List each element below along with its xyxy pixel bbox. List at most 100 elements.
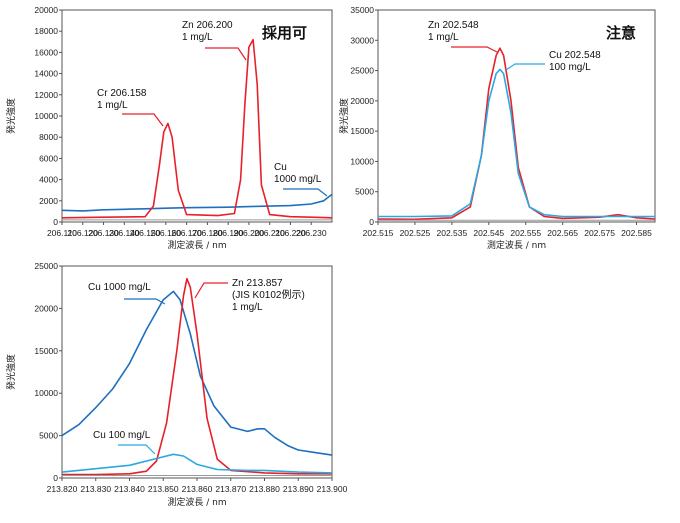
x-tick-label: 202.585 xyxy=(621,228,652,238)
x-tick-label: 213.890 xyxy=(283,484,314,494)
x-tick-label: 213.870 xyxy=(215,484,246,494)
x-tick-label: 206.230 xyxy=(296,228,327,238)
y-tick-label: 0 xyxy=(53,217,58,227)
annotation-text: 100 mg/L xyxy=(549,62,591,73)
y-tick-label: 6000 xyxy=(39,153,58,163)
series-line-0 xyxy=(61,290,333,456)
y-axis-label: 発光強度 xyxy=(5,98,17,134)
chart-zn-206: 0 2000 4000 6000 8000 10000 12000 14000 16000 180… xyxy=(0,0,340,262)
y-tick-label: 25000 xyxy=(34,261,58,271)
annotation-text: Cu 100 mg/L xyxy=(93,430,151,441)
x-tick-label: 206.160 xyxy=(150,228,181,238)
y-tick-label: 15000 xyxy=(350,126,374,136)
y-tick-label: 10000 xyxy=(34,388,58,398)
annotation-1: Zn 213.857(JIS K0102例示)1 mg/L xyxy=(194,278,305,313)
x-axis-label: 測定波長 / nm xyxy=(167,496,226,508)
x-tick-label: 213.850 xyxy=(148,484,179,494)
x-tick-label: 202.545 xyxy=(473,228,504,238)
y-tick-label: 8000 xyxy=(39,132,58,142)
annotation-text: 1000 mg/L xyxy=(274,174,322,185)
x-tick-label: 206.150 xyxy=(130,228,161,238)
y-tick-label: 4000 xyxy=(39,175,58,185)
chart-stamp: 注意 xyxy=(606,24,636,42)
x-tick-label: 206.110 xyxy=(47,228,77,238)
plot-frame xyxy=(377,9,656,223)
series-line-0 xyxy=(377,47,656,221)
series-line-1 xyxy=(62,277,332,476)
x-tick-label: 206.220 xyxy=(275,228,306,238)
x-tick-label: 213.830 xyxy=(80,484,111,494)
annotation-text: 1 mg/L xyxy=(232,302,263,313)
x-tick-label: 206.140 xyxy=(109,228,140,238)
x-tick-label: 213.860 xyxy=(182,484,213,494)
y-axis-label: 発光強度 xyxy=(338,98,350,134)
annotation-text: Cu xyxy=(274,162,287,173)
annotation-text: Zn 206.200 xyxy=(182,20,233,31)
y-axis-label: 発光強度 xyxy=(5,354,17,390)
x-tick-label: 202.525 xyxy=(400,228,431,238)
x-tick-label: 213.840 xyxy=(114,484,145,494)
chart-zn-202-svg: 0 5000 10000 15000 20000 25000 30000 35000 202.5… xyxy=(338,5,656,251)
annotation-text: Zn 202.548 xyxy=(428,20,479,31)
series-line-0 xyxy=(61,193,333,212)
y-tick-label: 15000 xyxy=(34,346,58,356)
x-tick-label: 202.515 xyxy=(363,228,394,238)
chart-stamp: 採用可 xyxy=(262,24,307,42)
annotation-leader xyxy=(451,46,498,53)
y-tick-label: 20000 xyxy=(350,96,374,106)
y-tick-label: 20000 xyxy=(34,5,58,15)
y-tick-label: 10000 xyxy=(34,111,58,121)
annotation-text: Cu 202.548 xyxy=(549,50,601,61)
series-line-2 xyxy=(61,453,333,474)
annotation-text: 1 mg/L xyxy=(97,100,128,111)
x-tick-label: 206.210 xyxy=(254,228,285,238)
annotation-text: Cr 206.158 xyxy=(97,88,147,99)
x-axis-label: 測定波長 / nm xyxy=(167,239,226,251)
series-line-1 xyxy=(378,68,655,218)
x-tick-label: 206.120 xyxy=(67,228,98,238)
annotation-0: Cu 1000 mg/L xyxy=(88,282,166,305)
y-tick-label: 14000 xyxy=(34,69,58,79)
y-tick-label: 18000 xyxy=(34,26,58,36)
x-tick-label: 206.200 xyxy=(234,228,265,238)
annotation-leader xyxy=(505,63,545,71)
annotation-leader xyxy=(194,282,228,299)
annotation-leader xyxy=(122,113,164,127)
y-tick-label: 2000 xyxy=(39,196,58,206)
x-tick-label: 206.130 xyxy=(88,228,119,238)
annotation-leader xyxy=(124,298,166,305)
y-tick-label: 5000 xyxy=(355,187,374,197)
y-tick-label: 12000 xyxy=(34,90,58,100)
chart-zn-213: 0 5000 10000 15000 20000 25000 213.820 213.830 2… xyxy=(0,258,348,523)
annotation-text: (JIS K0102例示) xyxy=(232,288,305,301)
y-tick-label: 10000 xyxy=(350,156,374,166)
chart-zn-202: 0 5000 10000 15000 20000 25000 30000 35000 202.5… xyxy=(335,0,680,262)
annotation-text: 1 mg/L xyxy=(182,32,213,43)
y-tick-label: 0 xyxy=(369,217,374,227)
annotation-text: 1 mg/L xyxy=(428,32,459,43)
series-line-1 xyxy=(61,38,333,219)
annotation-2: Cu 100 mg/L xyxy=(93,430,156,455)
x-tick-label: 213.880 xyxy=(249,484,280,494)
x-tick-label: 202.575 xyxy=(584,228,615,238)
y-tick-label: 5000 xyxy=(39,431,58,441)
y-tick-label: 16000 xyxy=(34,47,58,57)
x-tick-label: 202.555 xyxy=(510,228,541,238)
y-tick-label: 20000 xyxy=(34,303,58,313)
x-axis-label: 測定波長 / nm xyxy=(487,239,546,251)
annotation-text: Zn 213.857 xyxy=(232,278,283,289)
x-tick-label: 202.535 xyxy=(436,228,467,238)
x-tick-label: 206.170 xyxy=(171,228,202,238)
annotation-leader xyxy=(118,444,156,455)
y-tick-label: 0 xyxy=(53,473,58,483)
x-tick-label: 206.190 xyxy=(213,228,244,238)
annotation-leader xyxy=(205,47,247,61)
annotation-leader xyxy=(283,188,328,197)
chart-zn-206-svg: 0 2000 4000 6000 8000 10000 12000 14000 16000 180… xyxy=(5,5,333,251)
x-tick-label: 213.820 xyxy=(47,484,78,494)
